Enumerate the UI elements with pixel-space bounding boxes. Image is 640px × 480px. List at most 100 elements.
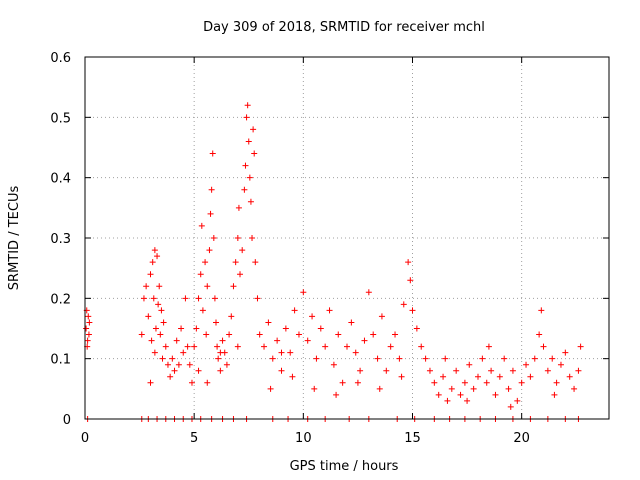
- data-point: [370, 331, 377, 338]
- data-point: [265, 319, 272, 326]
- data-point: [250, 126, 257, 133]
- data-point: [249, 235, 256, 241]
- data-point: [492, 391, 499, 398]
- data-point: [509, 367, 516, 374]
- data-point: [354, 379, 361, 386]
- data-point: [214, 343, 221, 350]
- data-point: [496, 373, 503, 380]
- data-point: [147, 271, 154, 278]
- axis-ticks: 0 0.1 0.2 0.3 0.4 0.5 0.6 0 5 10 15 20: [50, 51, 609, 446]
- data-point: [470, 385, 477, 392]
- data-point: [195, 295, 202, 302]
- data-point: [540, 343, 547, 350]
- grid-lines: [85, 57, 609, 419]
- data-point: [505, 385, 512, 392]
- data-point: [186, 361, 193, 368]
- x-tick-label: 5: [190, 431, 198, 446]
- data-point: [485, 343, 492, 350]
- data-point: [256, 331, 263, 338]
- data-point: [209, 150, 216, 157]
- data-point: [407, 277, 414, 284]
- data-point: [234, 235, 241, 241]
- data-point: [562, 349, 569, 356]
- data-point: [300, 289, 307, 296]
- data-point: [357, 367, 364, 374]
- data-point: [488, 367, 495, 374]
- data-point: [242, 162, 249, 169]
- data-point: [464, 397, 471, 404]
- data-point: [162, 343, 169, 350]
- data-point: [204, 283, 211, 290]
- data-point: [344, 343, 350, 350]
- data-point: [448, 385, 455, 392]
- data-point: [549, 355, 556, 362]
- data-point: [151, 349, 158, 356]
- data-point: [322, 343, 329, 350]
- data-point: [252, 259, 259, 266]
- data-point: [466, 361, 473, 368]
- data-point: [193, 325, 200, 332]
- data-point: [191, 343, 198, 350]
- data-point: [147, 379, 154, 386]
- data-point: [164, 361, 171, 368]
- data-point: [234, 343, 241, 350]
- data-point: [387, 343, 394, 350]
- data-point: [278, 367, 285, 374]
- data-point: [210, 235, 217, 241]
- data-point: [566, 373, 573, 380]
- data-point: [457, 391, 464, 398]
- data-point: [442, 355, 449, 362]
- y-tick-label: 0.3: [50, 232, 71, 247]
- y-tick-label: 0.4: [50, 172, 71, 187]
- data-point: [138, 331, 145, 338]
- data-point: [418, 343, 425, 350]
- data-point: [173, 337, 180, 344]
- data-point: [83, 325, 90, 332]
- chart-title: Day 309 of 2018, SRMTID for receiver mch…: [203, 20, 485, 35]
- data-point: [244, 102, 251, 109]
- data-point: [440, 373, 447, 380]
- data-point: [160, 319, 167, 326]
- data-point: [140, 295, 147, 302]
- data-point: [575, 367, 582, 374]
- data-point: [378, 313, 385, 320]
- data-point: [348, 319, 355, 326]
- data-point: [247, 198, 254, 205]
- data-point: [289, 373, 296, 380]
- data-point: [241, 186, 248, 193]
- data-point: [223, 361, 230, 368]
- data-point: [235, 204, 242, 211]
- data-point: [295, 331, 302, 338]
- data-point: [431, 379, 438, 386]
- data-point: [577, 343, 584, 350]
- data-point: [243, 114, 250, 121]
- data-point: [461, 379, 468, 386]
- data-point: [156, 283, 163, 290]
- data-point: [507, 403, 514, 410]
- data-point: [175, 361, 182, 368]
- data-point: [435, 391, 442, 398]
- x-axis-label: GPS time / hours: [290, 459, 399, 474]
- data-point: [204, 379, 211, 386]
- data-point: [536, 331, 543, 338]
- data-point: [483, 379, 490, 386]
- data-point: [180, 349, 187, 356]
- data-point: [167, 373, 174, 380]
- data-point: [311, 385, 318, 392]
- y-tick-label: 0.5: [50, 111, 71, 126]
- data-point: [269, 355, 276, 362]
- data-point: [330, 361, 337, 368]
- data-point: [453, 367, 460, 374]
- data-point: [261, 343, 268, 350]
- data-point: [211, 295, 218, 302]
- data-point: [171, 367, 178, 374]
- data-point: [291, 307, 298, 314]
- x-tick-label: 0: [81, 431, 89, 446]
- data-point: [245, 138, 252, 145]
- data-point: [251, 150, 258, 157]
- data-point: [188, 379, 195, 386]
- data-point: [86, 319, 93, 326]
- x-tick-label: 10: [295, 431, 312, 446]
- data-point: [157, 331, 164, 338]
- data-point: [501, 355, 508, 362]
